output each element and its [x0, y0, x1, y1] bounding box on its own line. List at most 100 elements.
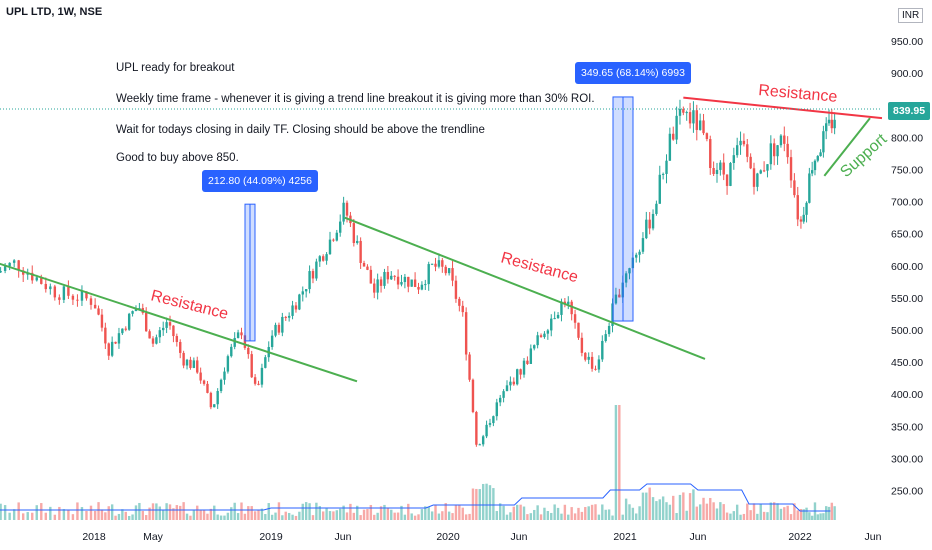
measure-1[interactable]	[244, 203, 256, 342]
candle	[808, 167, 811, 204]
measure-2[interactable]	[612, 96, 634, 322]
candle	[451, 260, 454, 287]
volume-bar	[604, 509, 607, 520]
volume-bar	[481, 483, 485, 520]
candle	[553, 311, 556, 320]
candle	[17, 259, 20, 278]
candle	[813, 159, 817, 176]
candle	[58, 294, 61, 305]
volume-bar	[264, 514, 267, 520]
volume-bar	[833, 506, 836, 520]
volume-bar	[526, 514, 529, 520]
volume-bar	[563, 504, 567, 520]
candle	[376, 273, 379, 300]
volume-bar	[509, 512, 512, 520]
volume-bar	[444, 503, 447, 520]
volume-bar	[53, 514, 57, 520]
candle	[509, 376, 512, 391]
x-tick-label: 2019	[259, 531, 283, 543]
volume-bar	[434, 505, 437, 520]
volume-bar	[475, 488, 478, 520]
candle	[386, 265, 390, 284]
price-axis[interactable]: 250.00 300.00 350.00 400.00 450.00 500.00 550.…	[891, 36, 923, 497]
candle	[715, 162, 719, 183]
volume-bar	[417, 514, 420, 520]
volume-bar	[635, 513, 638, 520]
volume-bar	[430, 511, 434, 520]
volume-bar	[162, 510, 165, 520]
volume-bar	[304, 502, 308, 520]
volume-bar	[17, 502, 20, 520]
candle	[40, 274, 43, 285]
volume-bar	[661, 496, 665, 520]
x-tick-label: Jun	[511, 531, 528, 543]
candle	[93, 298, 97, 309]
candle	[420, 281, 424, 291]
volume-bar	[668, 504, 672, 520]
note-line-3: Wait for todays closing in daily TF. Clo…	[116, 124, 485, 136]
support-label: Support	[837, 130, 890, 181]
volume-bar	[175, 505, 179, 520]
candle	[196, 356, 199, 374]
volume-bar	[413, 515, 417, 520]
candle	[594, 365, 597, 371]
candle	[641, 232, 645, 255]
measure-label-1: 212.80 (44.09%) 4256	[202, 170, 318, 192]
volume-bar	[114, 515, 117, 520]
candle	[658, 165, 661, 204]
volume-bar	[437, 513, 441, 520]
candle	[298, 293, 301, 311]
candle	[502, 389, 505, 403]
volume-bar	[495, 511, 498, 520]
candle	[379, 276, 383, 293]
candle	[766, 164, 769, 178]
volume-bar	[67, 509, 70, 520]
trendline-resistance-2[interactable]	[344, 216, 706, 360]
volume-bar	[359, 515, 362, 520]
volume-bar	[688, 493, 692, 520]
volume-bar	[543, 507, 546, 520]
candle	[729, 161, 732, 187]
volume-bar	[85, 510, 88, 520]
candle	[533, 344, 536, 351]
volume-bar	[342, 505, 345, 520]
volume-bar	[783, 507, 786, 520]
x-tick-label: 2020	[436, 531, 460, 543]
volume-bar	[682, 492, 685, 520]
x-tick-label: 2021	[613, 531, 637, 543]
trendline-resistance-3[interactable]	[683, 96, 883, 120]
volume-bar	[352, 512, 356, 520]
y-tick-label: 600.00	[891, 261, 923, 273]
candle	[240, 327, 243, 340]
volume-bar	[786, 505, 789, 520]
candle	[668, 127, 672, 161]
candle	[722, 153, 725, 181]
time-axis[interactable]: 2018 May 2019 Jun 2020 Jun 2021 Jun 2022 Jun	[82, 531, 881, 543]
candle	[590, 351, 594, 372]
volume-bar	[274, 512, 277, 520]
candle	[403, 273, 407, 289]
candle	[236, 329, 240, 339]
volume-bar	[822, 513, 825, 520]
candle	[752, 162, 756, 195]
trendline-resistance-1[interactable]	[0, 262, 358, 383]
volume-bar	[250, 506, 253, 520]
volume-bar	[396, 512, 400, 520]
candle	[665, 154, 668, 184]
volume-bar	[550, 512, 553, 520]
candle	[550, 314, 553, 337]
volume-bar	[44, 512, 47, 520]
candle	[709, 135, 712, 175]
candle	[587, 352, 590, 365]
candle	[682, 106, 685, 116]
candle	[148, 329, 151, 339]
volume-bar	[298, 511, 301, 520]
trendline-support[interactable]	[823, 117, 871, 177]
volume-bar	[546, 511, 550, 520]
volume-bar	[97, 502, 100, 520]
currency-badge[interactable]: INR	[898, 8, 924, 23]
candle	[206, 380, 209, 394]
volume-bar	[100, 509, 104, 520]
candle	[247, 344, 250, 359]
